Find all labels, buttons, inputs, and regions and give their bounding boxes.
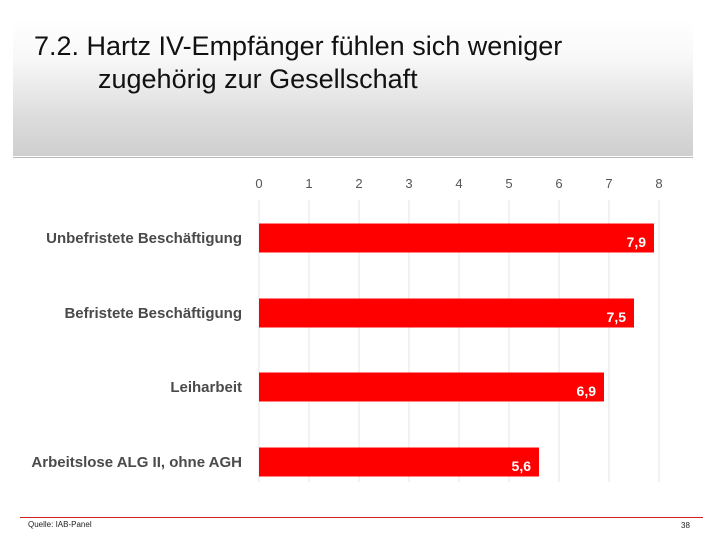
x-tick-label: 2 xyxy=(355,176,362,191)
x-tick-label: 1 xyxy=(305,176,312,191)
footer-divider xyxy=(20,517,703,518)
bar xyxy=(259,298,634,328)
bar-value-label: 5,6 xyxy=(512,458,532,474)
bar xyxy=(259,447,539,477)
category-label: Arbeitslose ALG II, ohne AGH xyxy=(31,454,242,471)
x-tick-label: 3 xyxy=(405,176,412,191)
x-tick-label: 8 xyxy=(655,176,662,191)
title-banner xyxy=(13,20,693,156)
page-number: 38 xyxy=(681,521,690,530)
title-divider xyxy=(13,157,693,158)
x-tick-label: 6 xyxy=(555,176,562,191)
category-label: Leiharbeit xyxy=(170,379,242,396)
bar xyxy=(259,372,604,402)
x-tick-label: 0 xyxy=(255,176,262,191)
x-tick-label: 4 xyxy=(455,176,462,191)
bar-value-label: 6,9 xyxy=(577,383,597,399)
category-label: Befristete Beschäftigung xyxy=(64,305,242,322)
slide-title: 7.2. Hartz IV-Empfänger fühlen sich weni… xyxy=(34,30,562,96)
category-label: Unbefristete Beschäftigung xyxy=(46,230,242,247)
source-note: Quelle: IAB-Panel xyxy=(28,520,92,529)
x-tick-label: 7 xyxy=(605,176,612,191)
bar-value-label: 7,5 xyxy=(607,309,627,325)
bars: Unbefristete Beschäftigung 7,9 Befristete … xyxy=(31,223,654,477)
bar xyxy=(259,223,654,253)
x-axis-ticks: 0 1 2 3 4 5 6 7 8 xyxy=(255,176,662,191)
slide-title-line-1: 7.2. Hartz IV-Empfänger fühlen sich weni… xyxy=(34,31,563,61)
x-tick-label: 5 xyxy=(505,176,512,191)
bar-value-label: 7,9 xyxy=(627,234,647,250)
slide-title-line-2: zugehörig zur Gesellschaft xyxy=(98,64,418,94)
